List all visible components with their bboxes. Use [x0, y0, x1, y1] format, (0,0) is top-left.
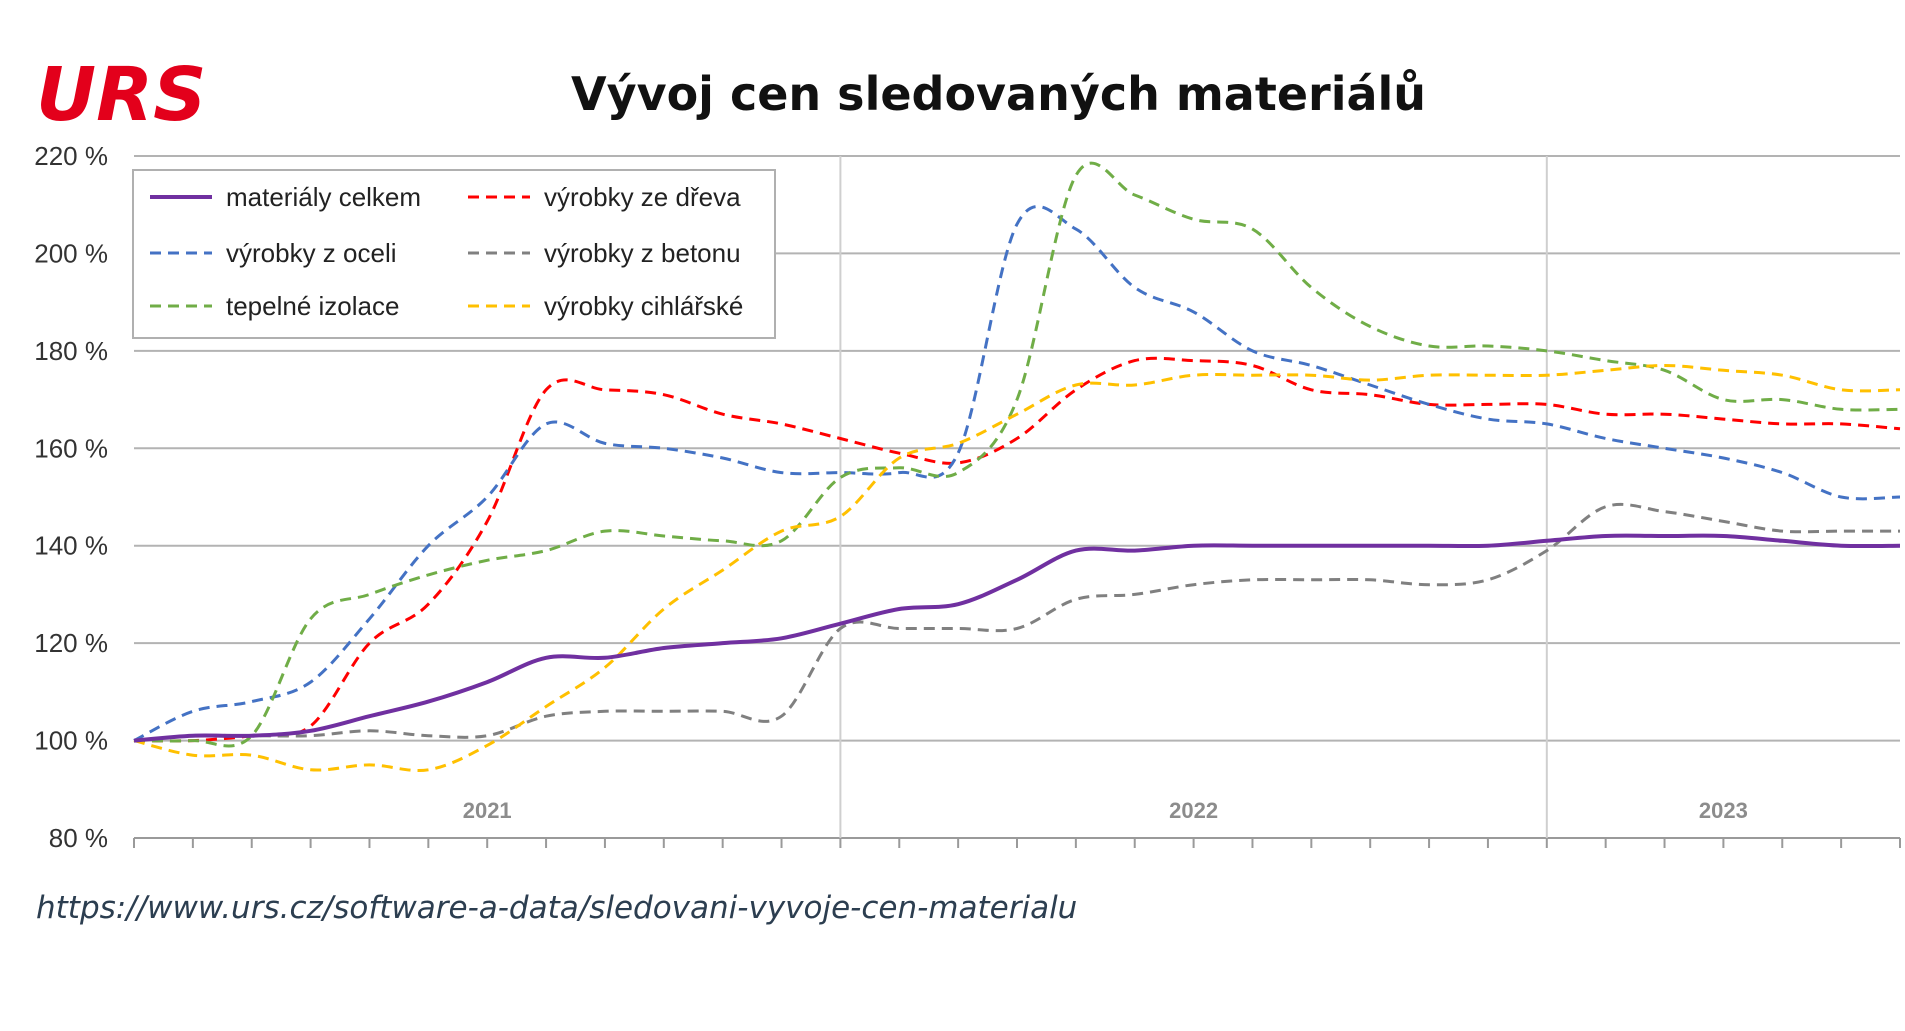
chart-title: Vývoj cen sledovaných materiálů	[571, 67, 1426, 121]
y-tick-label: 180 %	[34, 336, 108, 366]
x-axis: 2021 2022 2023	[133, 798, 1901, 848]
year-label: 2021	[463, 798, 512, 823]
y-tick-label: 140 %	[34, 531, 108, 561]
series-line-výrobky-cihlářské	[133, 363, 1901, 773]
legend-label: materiály celkem	[226, 182, 421, 212]
logo-text: URS	[36, 52, 206, 138]
series-line-výrobky-z-oceli	[133, 205, 1901, 742]
legend-label: výrobky z betonu	[544, 238, 741, 268]
y-tick-label: 120 %	[34, 628, 108, 658]
legend-label: výrobky ze dřeva	[544, 182, 741, 212]
legend-box	[132, 169, 776, 339]
legend-label: tepelné izolace	[226, 291, 399, 321]
y-axis-tick-labels: 80 % 100 % 120 % 140 % 160 % 180 % 200 % 220 %	[34, 141, 108, 853]
series-line-výrobky-z-betonu	[133, 502, 1900, 743]
y-tick-label: 160 %	[34, 433, 108, 463]
series-line-materiály-celkem	[133, 533, 1901, 743]
series-line-tepelné-izolace	[133, 161, 1901, 748]
legend: materiály celkem výrobky ze dřeva výrobky …	[132, 169, 776, 339]
legend-label: výrobky cihlářské	[544, 291, 743, 321]
data-series	[133, 161, 1901, 773]
y-tick-label: 200 %	[34, 238, 108, 268]
y-tick-label: 80 %	[49, 823, 108, 853]
year-label: 2022	[1169, 798, 1218, 823]
legend-label: výrobky z oceli	[226, 238, 397, 268]
urs-logo: URS	[36, 52, 206, 138]
y-tick-label: 220 %	[34, 141, 108, 171]
source-url: https://www.urs.cz/software-a-data/sledo…	[36, 890, 1077, 926]
y-tick-label: 100 %	[34, 726, 108, 756]
year-label: 2023	[1699, 798, 1748, 823]
